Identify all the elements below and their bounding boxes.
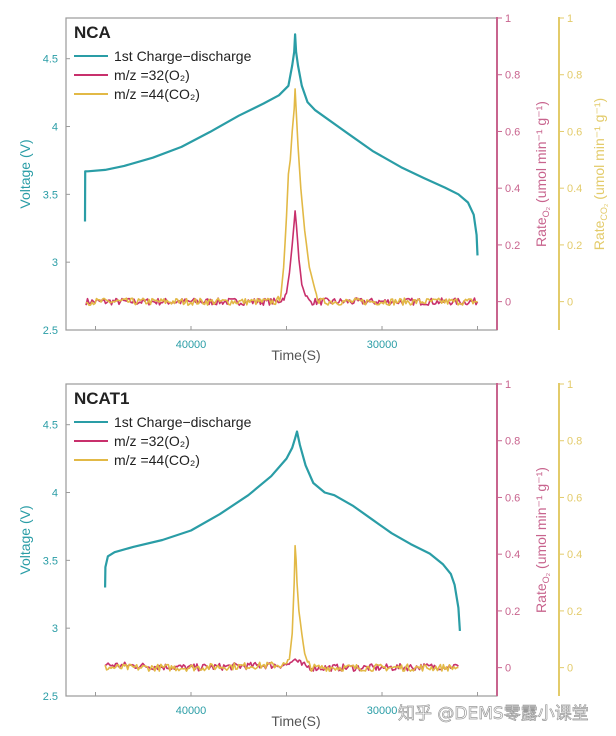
y-tick-label: 4.5 xyxy=(43,420,58,432)
y-tick-label: 3.5 xyxy=(43,189,58,201)
o2-tick-label: 0.6 xyxy=(505,126,520,138)
y-tick-label: 2.5 xyxy=(43,325,58,337)
o2-axis-label-main: Rate xyxy=(533,217,549,247)
co2-tick-label: 0.2 xyxy=(567,606,582,618)
o2-axis-label-unit: (umol min⁻¹ g⁻¹) xyxy=(533,467,549,573)
co2-tick-label: 0 xyxy=(567,297,573,309)
series-line-co2 xyxy=(104,544,459,673)
legend-label: 1st Charge−discharge xyxy=(114,48,252,64)
y-tick-label: 4 xyxy=(52,122,58,134)
o2-tick-label: 0.6 xyxy=(505,492,520,504)
co2-tick-label: 0.2 xyxy=(567,240,582,252)
legend-label: m/z =44(CO₂) xyxy=(114,86,200,102)
x-tick-label: 30000 xyxy=(367,705,398,717)
co2-axis-label-sub: CO₂ xyxy=(599,203,609,221)
o2-axis-label-sub: O₂ xyxy=(541,572,551,583)
co2-tick-label: 0.6 xyxy=(567,126,582,138)
x-tick-label: 40000 xyxy=(176,339,207,351)
legend-label: 1st Charge−discharge xyxy=(114,414,252,430)
y-tick-label: 3 xyxy=(52,623,58,635)
o2-tick-label: 1 xyxy=(505,13,511,25)
x-tick-label: 40000 xyxy=(176,705,207,717)
x-axis-label: Time(S) xyxy=(271,713,320,729)
y-tick-label: 4.5 xyxy=(43,54,58,66)
co2-axis-label-unit: (umol min⁻¹ g⁻¹) xyxy=(591,98,607,204)
x-axis-label: Time(S) xyxy=(271,347,320,363)
watermark: 知乎 @DEMS零露小课堂 xyxy=(398,704,589,724)
o2-axis-label-sub: O₂ xyxy=(541,206,551,217)
series-line-voltage xyxy=(104,430,461,631)
o2-tick-label: 0 xyxy=(505,297,511,309)
o2-tick-label: 0.2 xyxy=(505,240,520,252)
o2-axis-label: RateO₂ (umol min⁻¹ g⁻¹) xyxy=(533,467,551,613)
co2-tick-label: 1 xyxy=(567,13,573,25)
co2-tick-label: 1 xyxy=(567,379,573,391)
o2-tick-label: 0 xyxy=(505,663,511,675)
y-axis-label: Voltage (V) xyxy=(17,139,33,208)
chart-ncat1: 2.5 3 3.5 4 4.5 40000 30000 0 0.2 0.4 0.6 0.8 1 0 0.2 0… xyxy=(17,379,582,729)
y-axis-label: Voltage (V) xyxy=(17,505,33,574)
co2-tick-label: 0.8 xyxy=(567,436,582,448)
o2-axis-label: RateO₂ (umol min⁻¹ g⁻¹) xyxy=(533,101,551,247)
legend-label: m/z =32(O₂) xyxy=(114,67,190,83)
series-line-co2 xyxy=(85,88,478,307)
x-tick-label: 30000 xyxy=(367,339,398,351)
co2-tick-label: 0.4 xyxy=(567,183,582,195)
o2-tick-label: 0.2 xyxy=(505,606,520,618)
plot-frame xyxy=(65,383,498,697)
o2-tick-label: 0.4 xyxy=(505,549,520,561)
o2-axis-label-main: Rate xyxy=(533,583,549,613)
y-tick-label: 3.5 xyxy=(43,555,58,567)
y-tick-label: 4 xyxy=(52,488,58,500)
co2-axis-label-main: Rate xyxy=(591,220,607,250)
legend-label: m/z =32(O₂) xyxy=(114,433,190,449)
chart-nca: 2.5 3 3.5 4 4.5 40000 30000 0 0.2 0.4 0.6 0.8 1 0 0.2 0… xyxy=(17,13,609,363)
chart-title: NCA xyxy=(74,23,111,42)
o2-tick-label: 0.8 xyxy=(505,70,520,82)
co2-tick-label: 0.8 xyxy=(567,70,582,82)
series-line-voltage xyxy=(83,33,479,256)
y-tick-label: 3 xyxy=(52,257,58,269)
o2-tick-label: 0.8 xyxy=(505,436,520,448)
o2-tick-label: 0.4 xyxy=(505,183,520,195)
o2-axis-label-unit: (umol min⁻¹ g⁻¹) xyxy=(533,101,549,207)
co2-tick-label: 0.6 xyxy=(567,492,582,504)
co2-tick-label: 0 xyxy=(567,663,573,675)
legend-label: m/z =44(CO₂) xyxy=(114,452,200,468)
o2-tick-label: 1 xyxy=(505,379,511,391)
y-tick-label: 2.5 xyxy=(43,691,58,703)
co2-tick-label: 0.4 xyxy=(567,549,582,561)
co2-axis-label: RateCO₂ (umol min⁻¹ g⁻¹) xyxy=(591,98,609,250)
chart-title: NCAT1 xyxy=(74,389,129,408)
